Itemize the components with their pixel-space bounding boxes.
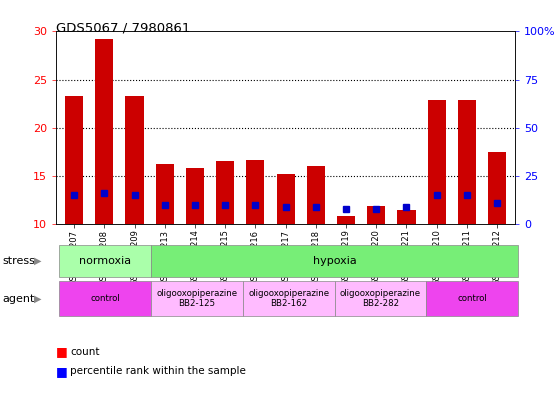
Bar — [367, 206, 385, 224]
Text: ▶: ▶ — [34, 294, 42, 304]
Text: count: count — [70, 347, 100, 357]
Bar — [488, 152, 506, 224]
Bar — [277, 174, 295, 224]
Bar — [246, 160, 264, 224]
Text: ■: ■ — [56, 365, 68, 378]
Text: hypoxia: hypoxia — [312, 256, 357, 266]
Text: stress: stress — [3, 256, 36, 266]
Bar — [125, 96, 143, 224]
Text: ■: ■ — [56, 345, 68, 358]
Text: agent: agent — [3, 294, 35, 304]
Bar — [307, 166, 325, 224]
Text: GDS5067 / 7980861: GDS5067 / 7980861 — [56, 22, 190, 35]
Text: oligooxopiperazine
BB2-162: oligooxopiperazine BB2-162 — [248, 289, 329, 309]
Text: percentile rank within the sample: percentile rank within the sample — [70, 366, 246, 376]
Text: ▶: ▶ — [34, 256, 42, 266]
Text: oligooxopiperazine
BB2-125: oligooxopiperazine BB2-125 — [156, 289, 237, 309]
Bar — [398, 209, 416, 224]
Bar — [95, 39, 113, 224]
Bar — [428, 100, 446, 224]
Bar — [186, 168, 204, 224]
Bar — [65, 96, 83, 224]
Bar — [458, 100, 476, 224]
Text: control: control — [90, 294, 120, 303]
Text: oligooxopiperazine
BB2-282: oligooxopiperazine BB2-282 — [340, 289, 421, 309]
Bar — [216, 162, 234, 224]
Text: normoxia: normoxia — [79, 256, 131, 266]
Bar — [337, 216, 355, 224]
Bar — [156, 164, 174, 224]
Text: control: control — [458, 294, 487, 303]
